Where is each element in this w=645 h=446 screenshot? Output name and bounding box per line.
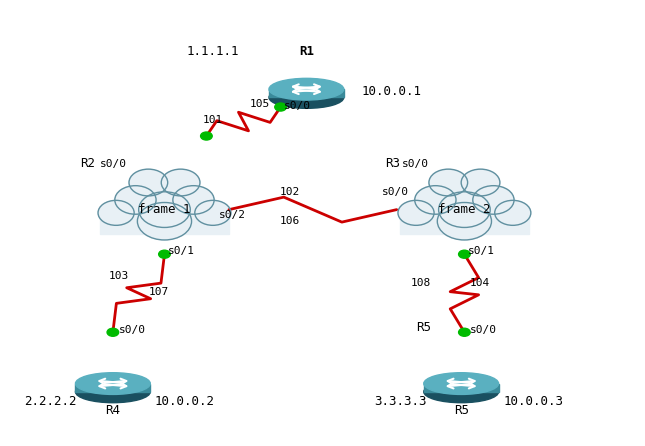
Text: 106: 106 [280, 216, 301, 226]
Text: R5: R5 [453, 404, 469, 417]
Circle shape [201, 132, 212, 140]
Ellipse shape [75, 373, 150, 394]
Text: s0/0: s0/0 [402, 160, 429, 169]
Text: 103: 103 [109, 271, 129, 281]
Bar [75, 384, 150, 392]
Circle shape [139, 192, 190, 227]
Text: 10.0.0.3: 10.0.0.3 [503, 395, 563, 408]
Circle shape [115, 186, 156, 214]
Circle shape [161, 169, 200, 196]
Text: R3: R3 [385, 157, 400, 170]
Circle shape [473, 186, 514, 214]
Ellipse shape [269, 78, 344, 100]
Circle shape [437, 202, 491, 240]
Circle shape [398, 200, 434, 225]
Text: 3.3.3.3: 3.3.3.3 [374, 395, 426, 408]
Text: s0/0: s0/0 [100, 160, 127, 169]
Text: s0/1: s0/1 [168, 247, 195, 256]
Bar [424, 384, 499, 392]
Text: s0/0: s0/0 [284, 101, 311, 111]
Circle shape [195, 200, 231, 225]
Text: s0/0: s0/0 [470, 326, 497, 335]
Circle shape [98, 200, 134, 225]
Text: 108: 108 [411, 278, 431, 288]
Ellipse shape [75, 381, 150, 403]
Bar [269, 89, 344, 98]
Text: s0/0: s0/0 [119, 326, 146, 335]
Circle shape [415, 186, 456, 214]
Text: s0/2: s0/2 [219, 211, 246, 220]
Bar [100, 210, 229, 234]
Text: 107: 107 [148, 287, 168, 297]
Text: s0/0: s0/0 [382, 187, 409, 197]
Text: s0/1: s0/1 [468, 247, 495, 256]
Circle shape [495, 200, 531, 225]
Circle shape [107, 328, 119, 336]
Text: 105: 105 [250, 99, 270, 109]
Text: 10.0.0.1: 10.0.0.1 [361, 85, 421, 98]
Circle shape [129, 169, 168, 196]
Bar [400, 210, 529, 234]
Text: 10.0.0.2: 10.0.0.2 [155, 395, 215, 408]
Text: 2.2.2.2: 2.2.2.2 [25, 395, 77, 408]
Circle shape [429, 169, 468, 196]
Circle shape [459, 250, 470, 258]
Ellipse shape [424, 381, 499, 403]
Text: frame 1: frame 1 [138, 203, 191, 216]
Text: 102: 102 [280, 187, 301, 197]
Text: 101: 101 [203, 115, 223, 125]
Circle shape [439, 192, 490, 227]
Text: R1: R1 [299, 45, 314, 58]
Text: R2: R2 [81, 157, 95, 170]
Ellipse shape [424, 373, 499, 394]
Text: frame 2: frame 2 [438, 203, 491, 216]
Circle shape [461, 169, 500, 196]
Text: R5: R5 [416, 321, 431, 334]
Circle shape [275, 103, 286, 111]
Circle shape [459, 328, 470, 336]
Circle shape [137, 202, 192, 240]
Text: R4: R4 [105, 404, 121, 417]
Text: 104: 104 [470, 278, 490, 288]
Text: 1.1.1.1: 1.1.1.1 [186, 45, 239, 58]
Ellipse shape [269, 87, 344, 108]
Circle shape [159, 250, 170, 258]
Circle shape [173, 186, 214, 214]
